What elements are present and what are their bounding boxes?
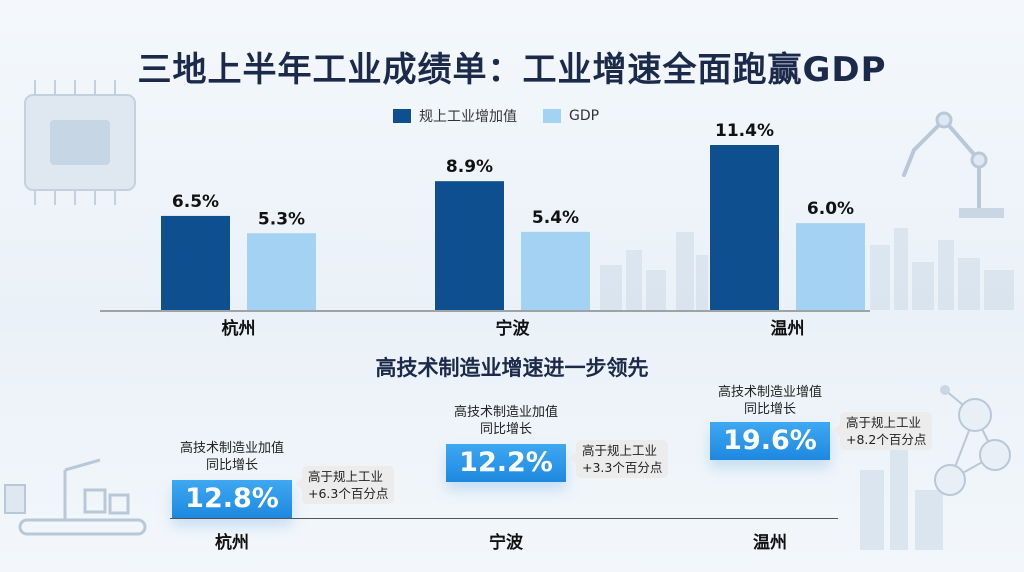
legend-swatch-gdp: [543, 109, 561, 123]
high-tech-city-2: 温州: [753, 533, 787, 553]
high-tech-note-line1: 高于规上工业: [308, 469, 384, 484]
legend-label-gdp: GDP: [569, 108, 600, 124]
category-label-1: 宁波: [496, 318, 531, 339]
chip-icon: [24, 80, 136, 205]
data-label-gdp-1: 5.4%: [532, 208, 579, 228]
high-tech-note-line2: +6.3个百分点: [308, 486, 389, 501]
page-title: 三地上半年工业成绩单：工业增速全面跑赢GDP: [137, 50, 887, 90]
high-tech-note-line1: 高于规上工业: [582, 443, 658, 458]
network-icon: [934, 385, 1011, 496]
high-tech-label-line1: 高技术制造业加值: [179, 441, 284, 456]
high-tech-label-2: 高技术制造业增值 同比增长: [685, 384, 855, 418]
bar-industry-1: [435, 181, 504, 310]
high-tech-label-line2: 同比增长: [743, 402, 796, 417]
high-tech-note-line2: +3.3个百分点: [582, 460, 663, 475]
bar-chart: 6.5% 5.3% 杭州 8.9% 5.4% 宁波 11.4% 6.0% 温州: [100, 121, 870, 339]
bar-gdp-0: [247, 233, 316, 310]
data-label-gdp-0: 5.3%: [258, 209, 305, 229]
high-tech-label-line2: 同比增长: [205, 458, 258, 473]
high-tech-note-line2: +8.2个百分点: [846, 432, 927, 447]
section-subtitle: 高技术制造业增速进一步领先: [375, 356, 649, 380]
robot-arm-icon: [902, 111, 1004, 218]
data-label-industry-1: 8.9%: [446, 157, 493, 177]
conveyor-icon: [4, 458, 147, 536]
category-label-0: 杭州: [222, 318, 256, 339]
data-label-industry-0: 6.5%: [172, 192, 219, 212]
high-tech-value-2: 19.6%: [710, 422, 830, 460]
high-tech-label-line2: 同比增长: [479, 422, 532, 437]
category-label-2: 温州: [771, 319, 805, 339]
data-label-gdp-2: 6.0%: [807, 199, 854, 219]
high-tech-note-0: 高于规上工业 +6.3个百分点: [294, 466, 395, 504]
legend-swatch-industry: [393, 109, 411, 123]
high-tech-label-line1: 高技术制造业加值: [453, 405, 558, 420]
legend-item-gdp: GDP: [543, 108, 599, 124]
baseline-divider: [170, 518, 838, 519]
high-tech-note-1: 高于规上工业 +3.3个百分点: [568, 440, 669, 478]
high-tech-city-0: 杭州: [215, 533, 249, 553]
chart-legend: 规上工业增加值 GDP: [393, 106, 625, 126]
high-tech-label-1: 高技术制造业加值 同比增长: [421, 404, 591, 438]
legend-item-industry: 规上工业增加值: [393, 106, 517, 126]
high-tech-note-line1: 高于规上工业: [846, 415, 922, 430]
high-tech-value-1: 12.2%: [446, 444, 566, 482]
legend-label-industry: 规上工业增加值: [419, 109, 517, 125]
high-tech-note-2: 高于规上工业 +8.2个百分点: [832, 412, 933, 450]
bar-gdp-2: [796, 223, 865, 310]
bar-industry-2: [710, 145, 779, 310]
high-tech-city-1: 宁波: [489, 533, 523, 553]
high-tech-value-0: 12.8%: [172, 480, 292, 518]
data-label-industry-2: 11.4%: [715, 121, 774, 141]
high-tech-label-line1: 高技术制造业增值: [717, 385, 822, 400]
bar-industry-0: [161, 215, 230, 310]
bar-gdp-1: [521, 231, 590, 310]
high-tech-label-0: 高技术制造业加值 同比增长: [147, 440, 317, 474]
